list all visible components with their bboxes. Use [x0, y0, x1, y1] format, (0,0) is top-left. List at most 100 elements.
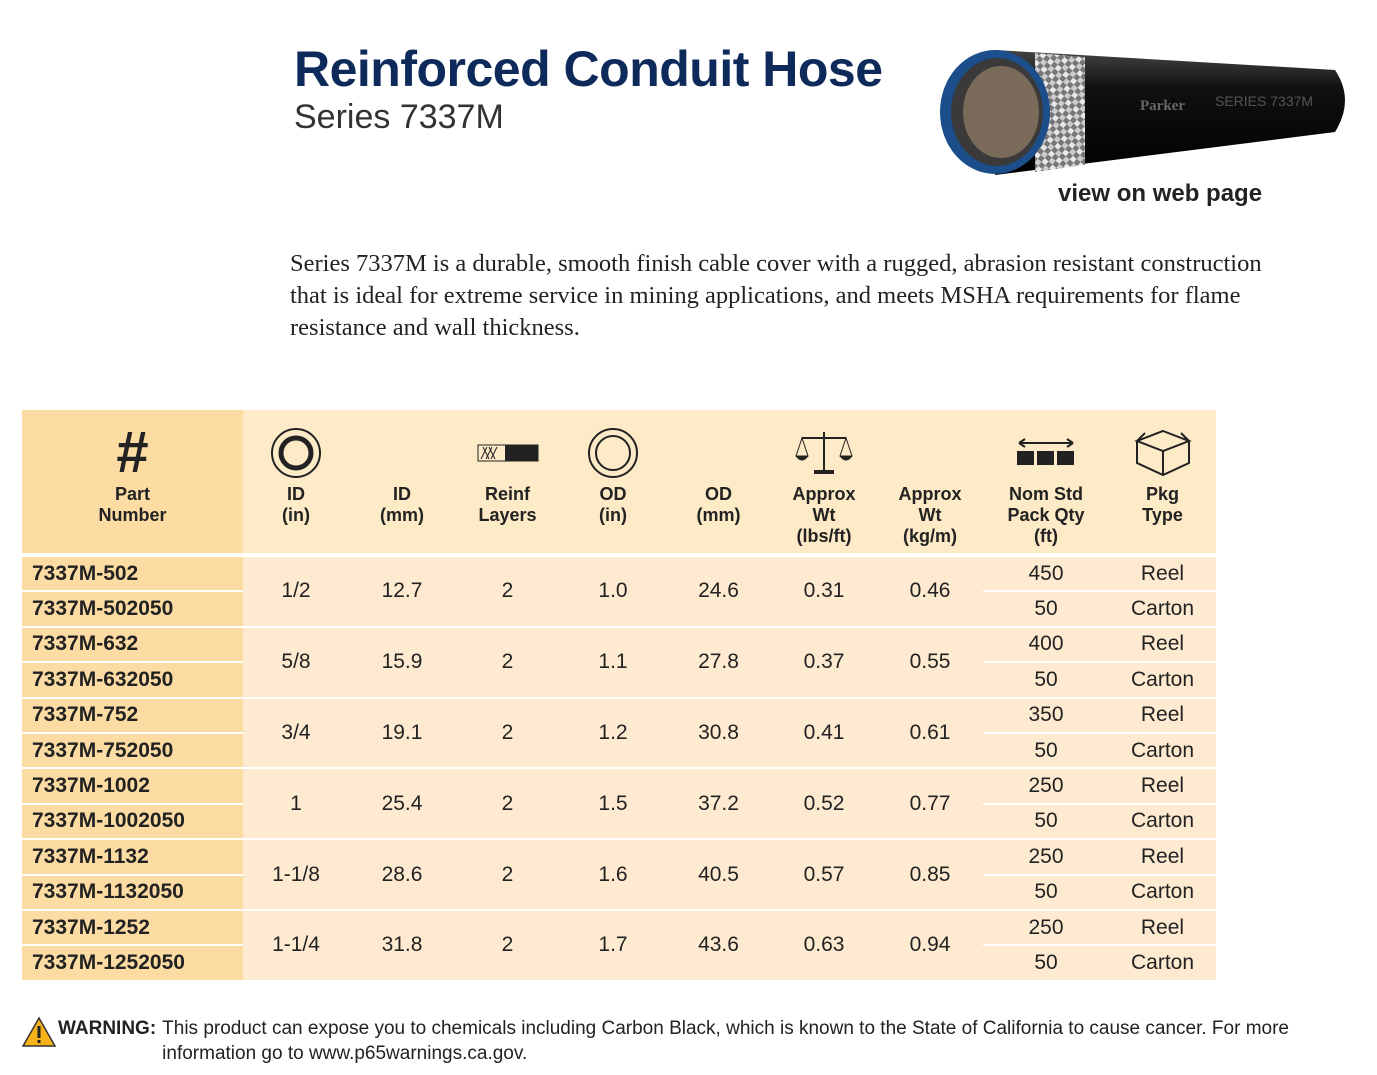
table-row: 7337M-1132050 50 Carton	[22, 874, 1216, 911]
spec-cell: 0.77	[877, 768, 983, 841]
table-row: 7337M-1132 1-1/8 28.6 2 1.6 40.5 0.57 0.85 250 Re…	[22, 839, 1216, 911]
part-number: 7337M-752050	[22, 732, 243, 770]
part-number: 7337M-1252050	[22, 945, 243, 982]
pkg-type: Reel	[1109, 697, 1216, 734]
pack-qty: 50	[983, 732, 1109, 770]
spec-cell: 1-1/4	[243, 909, 349, 982]
column-icon	[666, 422, 771, 484]
warning-icon	[22, 1016, 56, 1047]
pkg-type: Carton	[1109, 945, 1216, 982]
spec-cell: 0.57	[771, 839, 877, 911]
column-header: Reinf Layers	[455, 410, 560, 557]
pkg-type: Reel	[1109, 626, 1216, 664]
part-number: 7337M-632	[22, 626, 243, 664]
spec-cell: 2	[455, 768, 560, 841]
warning-text: This product can expose you to chemicals…	[162, 1018, 1290, 1064]
column-header: Approx Wt (kg/m)	[877, 410, 983, 557]
column-label: Nom Std Pack Qty (ft)	[1007, 484, 1085, 546]
spec-cell: 0.46	[877, 555, 983, 628]
spec-cell: 31.8	[349, 909, 455, 982]
pkg-type: Reel	[1109, 555, 1216, 593]
table-row: 7337M-502050 50 Carton	[22, 591, 1216, 628]
column-icon	[349, 422, 455, 484]
spec-cell: 1.6	[560, 839, 666, 911]
spec-cell: 19.1	[349, 697, 455, 770]
spec-cell: 2	[455, 839, 560, 911]
column-header: OD (mm)	[666, 410, 771, 557]
column-icon: #	[22, 422, 243, 484]
spec-cell: 0.85	[877, 839, 983, 911]
spec-cell: 12.7	[349, 555, 455, 628]
brand: Parker	[1140, 98, 1185, 114]
pkg-type: Reel	[1109, 839, 1216, 876]
spec-cell: 1.7	[560, 909, 666, 982]
table-row: 7337M-752050 50 Carton	[22, 732, 1216, 770]
column-label: Approx Wt (lbs/ft)	[792, 484, 856, 546]
column-header: ID (mm)	[349, 410, 455, 557]
pack-qty: 50	[983, 874, 1109, 911]
table-row: 7337M-1002 1 25.4 2 1.5 37.2 0.52 0.77 250 Reel	[22, 768, 1216, 841]
spec-cell: 1.1	[560, 626, 666, 699]
spec-cell: 0.31	[771, 555, 877, 628]
hash-symbol: #	[116, 420, 149, 485]
spec-cell: 1.0	[560, 555, 666, 628]
column-header: ID (in)	[243, 410, 349, 557]
table-row: 7337M-1252050 50 Carton	[22, 945, 1216, 982]
pack-qty: 50	[983, 803, 1109, 841]
column-label: Pkg Type	[1142, 484, 1183, 525]
spec-cell: 0.63	[771, 909, 877, 982]
pack-qty: 350	[983, 697, 1109, 734]
part-number: 7337M-1132050	[22, 874, 243, 911]
column-icon	[560, 422, 666, 484]
spec-cell: 0.52	[771, 768, 877, 841]
part-number: 7337M-502050	[22, 591, 243, 628]
pack-qty: 250	[983, 909, 1109, 947]
pkg-type: Carton	[1109, 874, 1216, 911]
part-number: 7337M-1252	[22, 909, 243, 947]
spec-cell: 1/2	[243, 555, 349, 628]
column-label: Approx Wt (kg/m)	[898, 484, 962, 546]
column-icon	[983, 422, 1109, 484]
spec-cell: 0.41	[771, 697, 877, 770]
column-icon	[455, 422, 560, 484]
spec-cell: 0.37	[771, 626, 877, 699]
column-icon	[243, 422, 349, 484]
pkg-type: Carton	[1109, 662, 1216, 699]
pkg-type: Reel	[1109, 909, 1216, 947]
table-row: 7337M-1252 1-1/4 31.8 2 1.7 43.6 0.63 0.94 250 Re…	[22, 909, 1216, 982]
pkg-type: Carton	[1109, 591, 1216, 628]
spec-cell: 1.2	[560, 697, 666, 770]
part-number: 7337M-1132	[22, 839, 243, 876]
spec-cell: 2	[455, 555, 560, 628]
column-header: OD (in)	[560, 410, 666, 557]
hose-label: SERIES 7337M	[1215, 93, 1313, 109]
web-link[interactable]: view on web page	[1058, 180, 1263, 207]
part-number: 7337M-632050	[22, 662, 243, 699]
column-label: Reinf Layers	[478, 484, 537, 525]
spec-cell: 2	[455, 697, 560, 770]
column-label: OD (in)	[599, 484, 627, 525]
column-icon	[877, 422, 983, 484]
pack-qty: 400	[983, 626, 1109, 664]
spec-cell: 28.6	[349, 839, 455, 911]
part-number: 7337M-1002	[22, 768, 243, 805]
column-label: OD (mm)	[696, 484, 741, 525]
subtitle: Series 7337M	[294, 98, 504, 136]
pkg-type: Carton	[1109, 803, 1216, 841]
pkg-type: Carton	[1109, 732, 1216, 770]
spec-cell: 2	[455, 909, 560, 982]
spec-cell: 24.6	[666, 555, 771, 628]
pkg-type: Reel	[1109, 768, 1216, 805]
warning-label: WARNING:	[58, 1018, 157, 1039]
spec-cell: 30.8	[666, 697, 771, 770]
pack-qty: 50	[983, 591, 1109, 628]
table-row: 7337M-752 3/4 19.1 2 1.2 30.8 0.41 0.61 350 Reel	[22, 697, 1216, 770]
spec-table: # Part Number ID (in) ID (mm) Reinf Layers OD…	[22, 410, 1216, 982]
column-header: # Part Number	[22, 410, 243, 557]
table-row: 7337M-502 1/2 12.7 2 1.0 24.6 0.31 0.46 450 Reel	[22, 555, 1216, 628]
spec-cell: 27.8	[666, 626, 771, 699]
column-label: ID (mm)	[380, 484, 424, 525]
spec-cell: 40.5	[666, 839, 771, 911]
spec-cell: 1	[243, 768, 349, 841]
